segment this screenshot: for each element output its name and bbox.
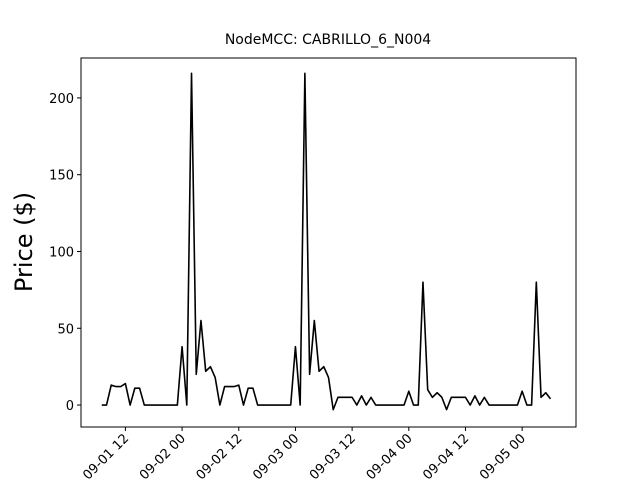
y-tick-label: 50 <box>57 322 74 337</box>
x-tick-label: 09-05 00 <box>477 431 529 480</box>
y-tick-label: 100 <box>49 245 74 260</box>
x-tick-label: 09-04 00 <box>364 431 416 480</box>
x-tick-label: 09-02 12 <box>194 431 246 480</box>
x-tick-label: 09-01 12 <box>80 431 132 480</box>
price-line <box>101 72 552 411</box>
x-tick-label: 09-02 00 <box>137 431 189 480</box>
plot-frame <box>80 57 577 428</box>
y-tick-label: 150 <box>49 169 74 184</box>
x-tick-label: 09-03 00 <box>250 431 302 480</box>
y-tick-label: 200 <box>49 92 74 107</box>
x-tick-label: 09-04 12 <box>420 431 472 480</box>
chart-title: NodeMCC: CABRILLO_6_N004 <box>225 32 431 48</box>
y-axis-label: Price ($) <box>10 192 38 292</box>
x-tick-label: 09-03 12 <box>307 431 359 480</box>
y-tick-label: 0 <box>66 399 74 414</box>
